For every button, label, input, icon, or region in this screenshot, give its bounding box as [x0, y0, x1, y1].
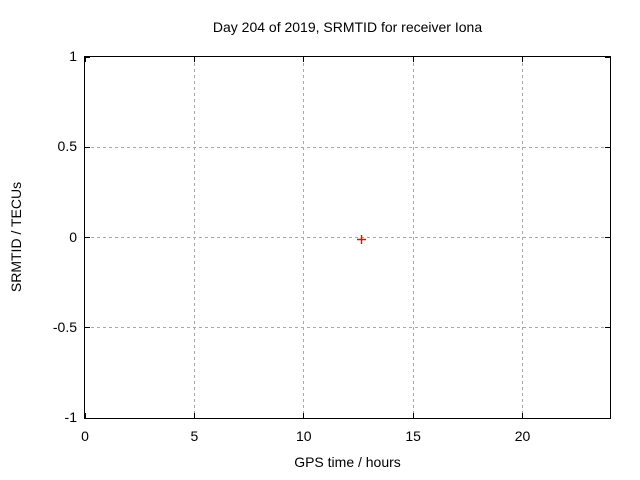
x-tick-label: 20 [514, 428, 531, 444]
x-tick-bottom [522, 413, 523, 418]
y-tick-label: 1 [69, 48, 77, 64]
x-tick-top [193, 57, 195, 62]
y-gridline [85, 327, 610, 329]
y-tick-label: -1 [64, 409, 77, 425]
x-tick-bottom [412, 413, 414, 418]
data-point-marker [356, 232, 367, 244]
y-tick-right [605, 56, 610, 58]
y-tick-left [85, 417, 90, 419]
x-tick-label: 10 [295, 428, 312, 444]
chart-title: Day 204 of 2019, SRMTID for receiver Ion… [212, 19, 483, 35]
y-tick-right [605, 327, 610, 329]
x-tick-label: 5 [190, 428, 199, 444]
y-tick-left [85, 327, 90, 329]
y-tick-right [605, 237, 610, 238]
plot-area: 0 5 10 15 20 1 0.5 0 -0.5 -1 [53, 48, 611, 444]
x-tick-top [412, 57, 414, 62]
x-tick-bottom [193, 413, 195, 418]
y-tick-right [605, 417, 610, 419]
x-tick-label: 15 [405, 428, 421, 444]
x-tick-top [522, 57, 523, 62]
x-tick-top [84, 57, 86, 62]
y-tick-left [85, 56, 90, 58]
x-tick-bottom [84, 413, 86, 418]
x-axis-title: GPS time / hours [294, 454, 401, 470]
y-gridline [85, 146, 610, 148]
y-tick-label: 0 [69, 228, 77, 245]
y-tick-right [605, 146, 610, 148]
y-tick-left [85, 146, 90, 148]
y-tick-label: -0.5 [52, 318, 77, 335]
x-tick-bottom [303, 413, 305, 418]
x-tick-top [303, 57, 305, 62]
y-tick-label: 0.5 [57, 138, 77, 155]
y-gridline [85, 237, 610, 238]
x-tick-label: 0 [81, 428, 89, 444]
y-tick-left [85, 237, 90, 238]
